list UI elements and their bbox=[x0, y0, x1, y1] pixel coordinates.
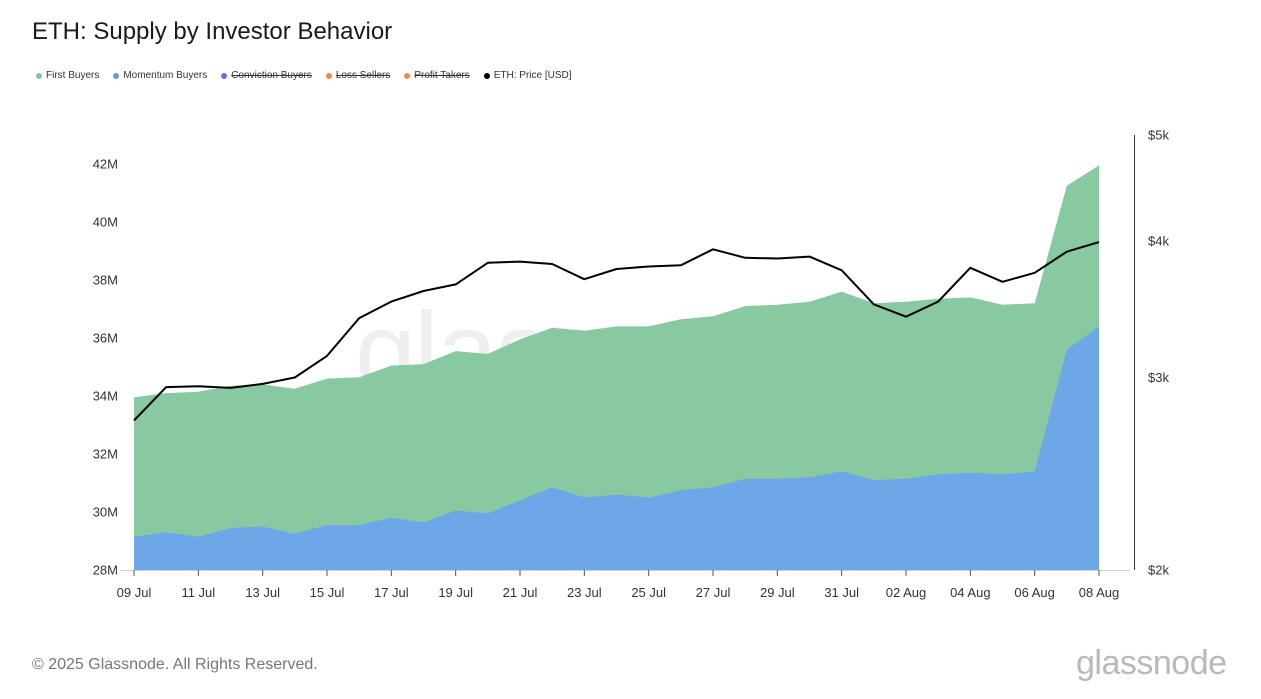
x-tick-label: 17 Jul bbox=[374, 585, 409, 600]
legend-label: Loss Sellers bbox=[335, 70, 391, 81]
x-tick-label: 19 Jul bbox=[438, 585, 473, 600]
y-right-tick-label: $5k bbox=[1148, 128, 1169, 143]
x-tick-label: 25 Jul bbox=[631, 585, 666, 600]
x-tick-label: 02 Aug bbox=[886, 585, 927, 600]
legend-item[interactable]: First Buyers bbox=[36, 70, 99, 81]
legend-item[interactable]: ETH: Price [USD] bbox=[483, 70, 572, 81]
y-right-tick-label: $3k bbox=[1148, 370, 1169, 385]
y-right-tick-label: $4k bbox=[1148, 233, 1169, 248]
momentum-buyers-area bbox=[134, 326, 1099, 570]
x-tick-label: 21 Jul bbox=[503, 585, 538, 600]
legend-dot-icon bbox=[483, 72, 490, 79]
x-tick-label: 09 Jul bbox=[117, 585, 152, 600]
x-tick-label: 11 Jul bbox=[181, 585, 215, 600]
y-left-tick-label: 28M bbox=[93, 563, 118, 578]
legend-dot-icon bbox=[325, 72, 332, 79]
y-left-tick-label: 30M bbox=[93, 505, 118, 520]
chart: 09 Jul 11 Jul 13 Jul 15 Jul 17 Jul 19 Jul 21 J… bbox=[93, 128, 1170, 601]
legend: First Buyers Momentum Buyers Conviction Bu… bbox=[36, 70, 572, 81]
y-left-tick-label: 34M bbox=[93, 389, 118, 404]
x-tick-label: 31 Jul bbox=[824, 585, 859, 600]
legend-label: ETH: Price [USD] bbox=[493, 70, 572, 81]
x-tick-label: 06 Aug bbox=[1014, 585, 1055, 600]
eth-price-line bbox=[133, 241, 1100, 422]
legend-label: Conviction Buyers bbox=[231, 70, 312, 81]
legend-dot-icon bbox=[113, 72, 120, 79]
x-tick-label: 29 Jul bbox=[760, 585, 795, 600]
legend-label: Momentum Buyers bbox=[123, 70, 208, 81]
legend-item[interactable]: Conviction Buyers bbox=[221, 70, 312, 81]
legend-item[interactable]: Loss Sellers bbox=[325, 70, 391, 81]
y-right-tick-label: $2k bbox=[1148, 563, 1169, 578]
legend-dot-icon bbox=[221, 72, 228, 79]
x-tick-label: 08 Aug bbox=[1079, 585, 1120, 600]
y-left-tick-label: 42M bbox=[93, 157, 118, 172]
legend-item[interactable]: Profit Takers bbox=[404, 70, 470, 81]
x-tick-label: 15 Jul bbox=[310, 585, 345, 600]
x-tick-label: 23 Jul bbox=[567, 585, 602, 600]
y-left-tick-label: 38M bbox=[93, 273, 118, 288]
y-left-tick-label: 36M bbox=[93, 331, 118, 346]
legend-label: Profit Takers bbox=[414, 70, 470, 81]
copyright-footer: © 2025 Glassnode. All Rights Reserved. bbox=[32, 656, 318, 673]
first-buyers-area bbox=[134, 165, 1099, 570]
x-tick-label: 04 Aug bbox=[950, 585, 991, 600]
y-left-tick-label: 32M bbox=[93, 447, 118, 462]
x-tick-label: 13 Jul bbox=[245, 585, 280, 600]
legend-label: First Buyers bbox=[46, 70, 100, 81]
legend-dot-icon bbox=[404, 72, 411, 79]
y-left-tick-label: 40M bbox=[93, 215, 118, 230]
legend-dot-icon bbox=[36, 72, 42, 79]
brand-logo: glassnode bbox=[1076, 644, 1227, 682]
x-tick-label: 27 Jul bbox=[696, 585, 731, 600]
chart-title: ETH: Supply by Investor Behavior bbox=[32, 18, 393, 45]
legend-item[interactable]: Momentum Buyers bbox=[113, 70, 207, 81]
